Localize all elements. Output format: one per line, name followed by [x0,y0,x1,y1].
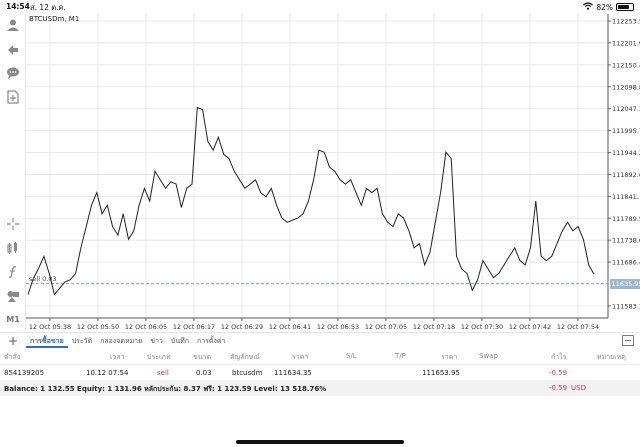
trade-arrows-icon[interactable] [4,40,22,58]
chat-icon[interactable] [4,64,22,82]
x-tick-label: 12 Oct 06:41 [269,323,311,331]
indicators-icon[interactable] [4,239,22,257]
table-header: คำสั่ง เวลา ประเภท ขนาด สัญลักษณ์ ราคา S… [0,348,640,364]
positions-table: คำสั่ง เวลา ประเภท ขนาด สัญลักษณ์ ราคา S… [0,348,640,380]
timeframe-button[interactable]: M1 [6,314,20,324]
tab-settings[interactable]: การตั้งค่า [196,336,226,345]
col-price: ราคา [292,353,309,361]
y-tick-label: 111944.20 [612,149,640,157]
tab-mailbox[interactable]: กล่องจดหมาย [100,336,143,345]
col-comment: หมายเหตุ [597,353,626,361]
chart-symbol-label: BTCUSDm, M1 [29,15,80,23]
cell-symbol: btcusdm [232,369,263,377]
add-order-button[interactable]: + [7,333,19,348]
x-tick-label: 12 Oct 06:05 [125,323,167,331]
battery-icon [616,3,634,11]
status-right: 82% [583,2,634,12]
y-tick-label: 111738.00 [612,237,640,245]
col-type: ประเภท [147,353,171,361]
col-order: คำสั่ง [4,353,21,361]
price-series-line [27,106,595,296]
col-tp: T/P [395,352,406,360]
y-tick-label: 112201.95 [612,39,640,47]
col-time: เวลา [110,353,125,361]
y-tick-label: 111789.55 [612,215,640,223]
crosshair-icon[interactable] [4,215,22,233]
order-line-label[interactable]: sell 0.03 [29,274,57,283]
total-profit: -0.59 [549,384,568,392]
y-tick-label: 111583.35 [612,302,640,310]
y-tick-label: 111995.75 [612,127,640,135]
home-indicator[interactable] [236,440,404,444]
person-icon[interactable] [4,16,22,34]
col-volume: ขนาด [193,353,212,361]
tab-trade[interactable]: การซื้อขาย [26,334,68,348]
x-tick-label: 12 Oct 06:53 [317,323,359,331]
x-tick-label: 12 Oct 07:54 [557,323,599,331]
x-tick-label: 12 Oct 07:30 [461,323,503,331]
cell-profit: -0.59 [549,369,568,377]
current-price-tag: 111635.95 [607,278,640,289]
tab-journal[interactable]: บันทึก [170,336,189,345]
y-tick-label: 111892.65 [612,171,640,179]
y-tick-label: 111686.45 [612,259,640,267]
function-icon[interactable] [4,263,22,281]
y-tick-label: 111841.10 [612,193,640,201]
tab-news[interactable]: ข่าว [150,336,163,345]
cell-current-price: 111653.95 [422,369,460,377]
layout-toggle-icon[interactable] [622,335,634,346]
date: ส. 12 ต.ค. [30,3,66,12]
x-tick-label: 12 Oct 06:17 [173,323,215,331]
cell-time: 10.12 07:54 [86,369,129,377]
col-sl: S/L [346,352,357,360]
wifi-icon [583,2,594,12]
col-current-price: ราคา [441,353,458,361]
profit-currency: USD [571,384,586,392]
col-swap: Swap [479,352,498,360]
left-toolbar: M1 [0,14,26,329]
bottom-tabs: + การซื้อขาย ประวัติ กล่องจดหมาย ข่าว บั… [0,332,640,348]
y-tick-label: 112098.85 [612,83,640,91]
status-bar: 14:54 ส. 12 ต.ค. 82% [0,0,640,14]
objects-icon[interactable] [4,287,22,305]
cell-order: 854139205 [4,369,45,377]
tab-history[interactable]: ประวัติ [71,336,93,345]
cell-volume: 0.03 [196,369,212,377]
col-profit: กำไร [551,353,567,361]
x-tick-label: 12 Oct 05:38 [29,323,71,331]
col-symbol: สัญลักษณ์ [230,353,260,361]
balance-summary: Balance: 1 132.55 Equity: 1 131.96 หลักป… [4,385,327,393]
table-row[interactable]: 854139205 10.12 07:54 sell 0.03 btcusdm … [0,364,640,380]
balance-bar: Balance: 1 132.55 Equity: 1 131.96 หลักป… [0,380,640,396]
x-tick-label: 12 Oct 07:18 [413,323,455,331]
x-tick-label: 12 Oct 06:29 [221,323,263,331]
price-chart[interactable]: 12 Oct 05:38 12 Oct 05:50 12 Oct 06:05 12 O… [26,14,640,332]
y-tick-label: 112047.30 [612,105,640,113]
battery-percent: 82% [596,2,613,12]
x-tick-label: 12 Oct 07:05 [365,323,407,331]
x-tick-label: 12 Oct 07:42 [509,323,551,331]
y-tick-label: 112253.50 [612,18,640,26]
chart-canvas[interactable]: 12 Oct 05:38 12 Oct 05:50 12 Oct 06:05 12 O… [26,14,640,332]
cell-type: sell [157,369,169,377]
cell-price: 111634.35 [274,369,312,377]
x-tick-label: 12 Oct 05:50 [77,323,119,331]
y-tick-label: 112150.40 [612,61,640,69]
clock: 14:54 [6,2,30,11]
add-document-icon[interactable] [4,88,22,106]
